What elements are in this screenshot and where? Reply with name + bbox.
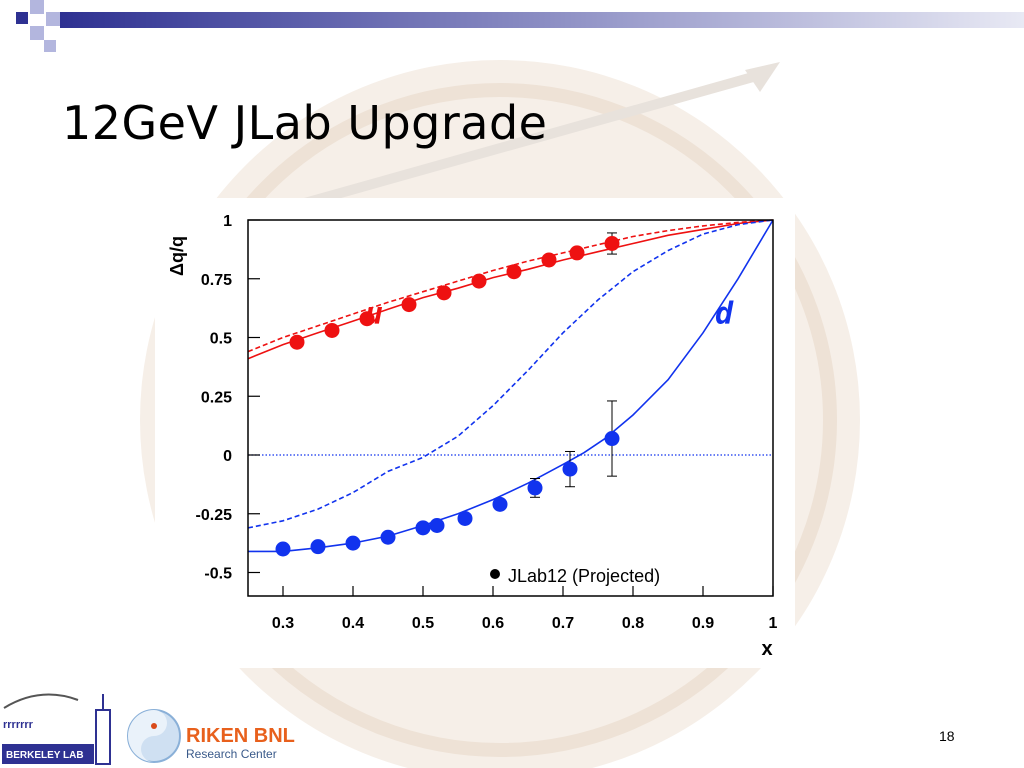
annotation-u: u (365, 296, 383, 331)
y-tick-label: 0.25 (201, 389, 232, 406)
y-tick-label: 0.5 (210, 331, 232, 348)
data-point-u (289, 334, 305, 350)
riken-bnl-logo: RIKEN BNL Research Center (127, 709, 295, 763)
slide-title: 12GeV JLab Upgrade (62, 96, 548, 150)
svg-text:rrrrrrr: rrrrrrr (3, 719, 34, 731)
x-tick-label: 0.3 (272, 615, 294, 632)
data-point-d (415, 520, 431, 536)
x-tick-label: 0.9 (692, 615, 714, 632)
data-point-d (457, 510, 473, 526)
legend-label: JLab12 (Projected) (508, 566, 660, 586)
data-point-u (604, 236, 620, 251)
data-point-u (569, 245, 585, 261)
x-tick-label: 0.5 (412, 615, 434, 632)
annotation-d: d (715, 296, 734, 331)
data-point-d (604, 431, 620, 447)
data-point-d (527, 480, 543, 496)
y-tick-label: 0.75 (201, 272, 232, 289)
series-line-blue-dashed (247, 219, 774, 529)
data-point-d (429, 518, 445, 533)
x-axis-label: x (761, 638, 772, 660)
x-tick-label: 0.4 (342, 615, 364, 632)
data-point-d (380, 529, 396, 545)
data-point-d (492, 496, 508, 512)
data-point-d (275, 541, 291, 557)
berkeley-lab-text: BERKELEY LAB (6, 750, 84, 761)
data-point-u (401, 297, 417, 313)
data-point-u (506, 264, 522, 280)
y-tick-label: -0.25 (196, 507, 233, 524)
berkeley-lab-logo: rrrrrrr BERKELEY LAB (2, 693, 111, 765)
data-point-u (541, 252, 557, 268)
riken-bnl-name: RIKEN BNL (186, 725, 295, 747)
data-point-u (359, 311, 375, 327)
x-tick-label: 1 (769, 615, 778, 632)
data-point-d (345, 535, 361, 551)
y-axis-label: Δq/q (167, 236, 187, 276)
legend-marker (490, 569, 500, 579)
plot-frame (247, 219, 774, 597)
data-point-u (436, 285, 452, 301)
y-tick-label: 0 (223, 448, 232, 465)
data-point-d (310, 539, 326, 555)
data-point-u (324, 322, 340, 338)
series-line-blue-solid (248, 219, 774, 553)
header-decoration (16, 0, 1024, 52)
x-tick-label: 0.6 (482, 615, 504, 632)
x-tick-label: 0.8 (622, 615, 644, 632)
x-tick-label: 0.7 (552, 615, 574, 632)
page-number: 18 (939, 728, 955, 744)
chart-background (155, 198, 795, 668)
y-tick-label: -0.5 (204, 566, 232, 583)
logos: rrrrrrr BERKELEY LAB RIKEN BNL Research … (2, 693, 295, 765)
y-tick-label: 1 (223, 213, 232, 230)
data-point-u (471, 273, 487, 289)
data-point-d (562, 461, 578, 477)
chart: -0.5 -0.25 0 0.25 0.5 0.75 1 0.3 0.4 0.5 0.6 0.7 0.8… (155, 198, 795, 668)
riken-bnl-subtitle: Research Center (186, 747, 277, 761)
